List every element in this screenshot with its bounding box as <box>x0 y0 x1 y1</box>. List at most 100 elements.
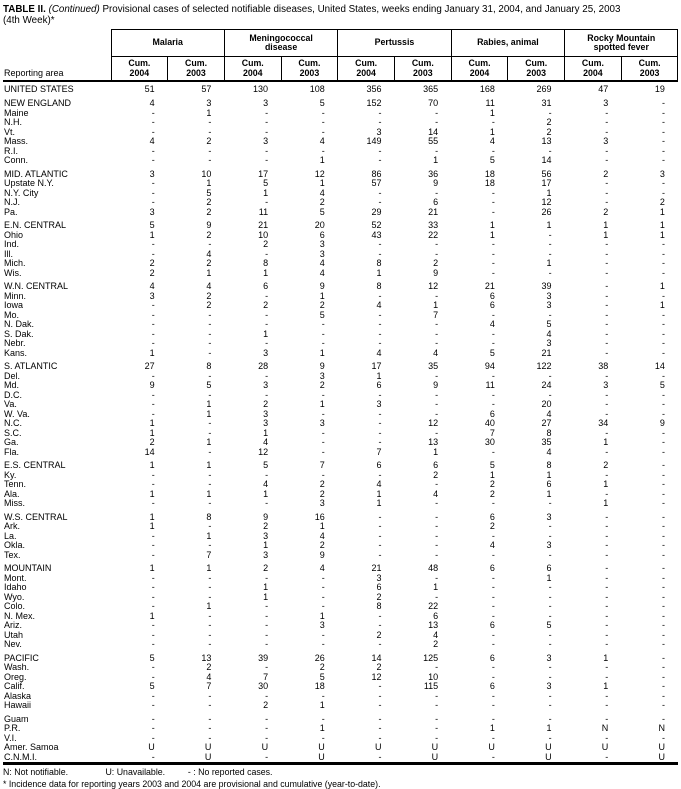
group-header-row: Reporting area Malaria Meningococcal dise… <box>3 29 679 82</box>
row-label: Wash. <box>4 663 30 672</box>
cell-value: 4 <box>206 672 212 682</box>
cell-value: 2 <box>319 301 325 310</box>
cell-value: - <box>605 512 609 522</box>
cell-value: 13 <box>428 621 439 630</box>
cell-value: N <box>658 724 665 733</box>
cell-value: 4 <box>263 438 269 447</box>
cell-value: - <box>378 541 382 550</box>
row-label: NEW ENGLAND <box>4 99 72 108</box>
cell-value: - <box>661 531 665 541</box>
cell-value: 3 <box>263 137 269 146</box>
cell-value: 7 <box>433 310 439 320</box>
cell-value: - <box>491 602 495 611</box>
cell-value: - <box>151 179 155 188</box>
cell-value: 14 <box>428 127 439 137</box>
cell-value: 1 <box>319 701 325 710</box>
cell-value: - <box>661 320 665 329</box>
column-group-header: Rabies, animal <box>450 29 565 57</box>
cell-value: 2 <box>206 207 212 217</box>
cell-value: - <box>605 428 609 438</box>
cell-value: 1 <box>149 489 155 499</box>
cell-value: - <box>491 550 495 560</box>
cell-value: - <box>605 701 609 710</box>
cell-value: U <box>204 752 212 762</box>
cell-value: 1 <box>319 400 325 409</box>
cell-value: 1 <box>149 611 155 621</box>
row-label: Ark. <box>4 522 21 531</box>
cell-value: 3 <box>263 99 269 108</box>
cell-value: - <box>151 301 155 310</box>
cell-value: 5 <box>319 672 325 682</box>
cell-value: - <box>265 611 269 621</box>
cell-value: - <box>605 409 609 419</box>
table-row: Va. - 1 2 1 3 - - 20 - - <box>3 400 678 410</box>
table-row: Oreg. - 4 7 5 12 10 - - - - <box>3 673 678 683</box>
table-row: Ala. 1 1 1 2 1 4 2 1 - - <box>3 490 678 500</box>
cell-value: 2 <box>603 207 609 217</box>
cell-value: - <box>605 146 609 156</box>
cell-value: - <box>435 573 439 583</box>
cell-value: - <box>491 752 495 762</box>
cell-value: 2 <box>376 592 382 602</box>
row-label: Mich. <box>4 259 26 268</box>
table-row: C.N.M.I. - U - U - U - U - U <box>3 753 678 764</box>
cell-value: 130 <box>253 83 269 94</box>
cell-value: - <box>151 320 155 329</box>
cell-value: - <box>605 329 609 339</box>
cell-value: 1 <box>659 282 665 291</box>
column-group-header: Malaria <box>110 29 225 57</box>
cell-value: 3 <box>319 240 325 249</box>
cell-value: - <box>605 348 609 358</box>
cell-value: 4 <box>433 348 439 358</box>
cell-value: 5 <box>149 221 155 230</box>
cell-value: 5 <box>263 461 269 470</box>
row-label: Miss. <box>4 499 25 508</box>
cell-value: 3 <box>603 381 609 390</box>
cell-value: - <box>208 371 212 381</box>
table-title: TABLE II. (Continued) Provisional cases … <box>3 4 678 15</box>
cell-value: - <box>321 691 325 701</box>
cell-value: U <box>318 743 325 752</box>
cell-value: - <box>548 602 552 611</box>
cell-value: 1 <box>149 512 155 522</box>
cell-value: - <box>435 371 439 381</box>
cell-value: 1 <box>149 522 155 531</box>
cell-value: 39 <box>258 653 269 663</box>
cell-value: - <box>151 531 155 541</box>
cell-value: 52 <box>371 221 382 230</box>
row-label: W. Va. <box>4 409 30 419</box>
cell-value: 1 <box>603 682 609 691</box>
cell-value: 21 <box>484 282 495 291</box>
cell-value: - <box>435 428 439 438</box>
cell-value: - <box>208 428 212 438</box>
cell-value: 94 <box>484 362 495 371</box>
row-label: N.H. <box>4 118 22 127</box>
cell-value: 1 <box>263 188 269 198</box>
cell-value: - <box>265 310 269 320</box>
cell-value: - <box>661 512 665 522</box>
cell-value: - <box>605 268 609 278</box>
cell-value: - <box>151 310 155 320</box>
subcolumn-header: Cum. 2003 <box>280 56 338 82</box>
cell-value: 6 <box>489 301 495 310</box>
row-label: E.N. CENTRAL <box>4 221 67 230</box>
cell-value: - <box>265 108 269 118</box>
cell-value: 9 <box>149 381 155 390</box>
cell-value: 22 <box>428 230 439 240</box>
cell-value: 1 <box>263 329 269 339</box>
cell-value: - <box>265 640 269 649</box>
cell-value: - <box>321 592 325 602</box>
cell-value: - <box>491 630 495 640</box>
cell-value: 2 <box>376 630 382 640</box>
cell-value: - <box>151 390 155 400</box>
cell-value: 1 <box>546 470 552 480</box>
reporting-area-header: Reporting area <box>3 29 111 82</box>
cell-value: 2 <box>206 259 212 268</box>
table-row: Wis. 2 1 1 4 1 9 - - - - <box>3 269 678 279</box>
cell-value: - <box>378 733 382 743</box>
cell-value: 1 <box>319 291 325 301</box>
cell-value: 4 <box>489 137 495 146</box>
cell-value: 8 <box>546 428 552 438</box>
cell-value: 1 <box>546 724 552 733</box>
cell-value: 2 <box>149 438 155 447</box>
